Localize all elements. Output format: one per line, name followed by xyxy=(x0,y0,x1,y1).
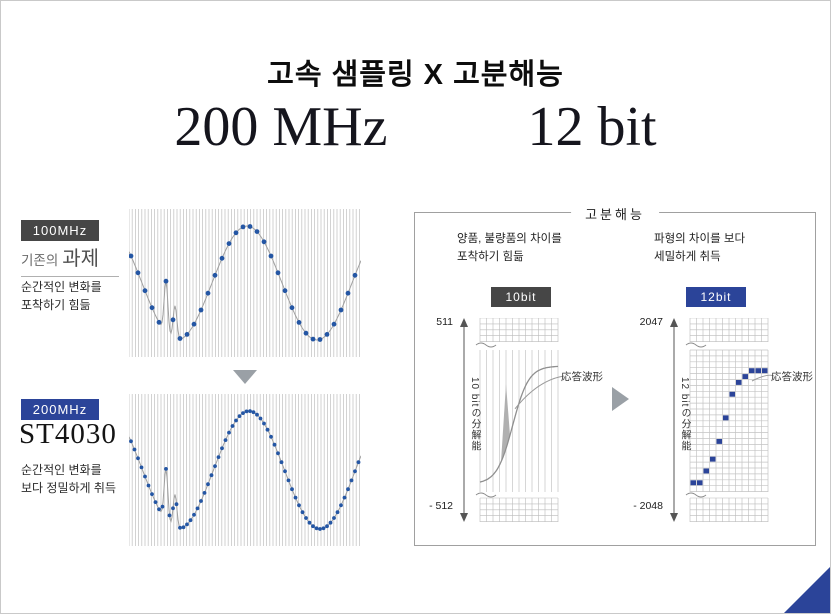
badge-200mhz: 200MHz xyxy=(21,399,99,420)
resolution-chart-10bit xyxy=(460,318,565,522)
res-right-min: - 2048 xyxy=(633,500,663,512)
resolution-chart-12bit xyxy=(670,318,775,522)
badge-100mhz: 100MHz xyxy=(21,220,99,241)
res-left-axis-label: 10 bitの分解能 xyxy=(469,376,480,452)
res-left-max: 511 xyxy=(436,316,453,328)
res-left-wave-label: 応答波形 xyxy=(561,371,603,383)
desc-line: 순간적인 변화를 xyxy=(21,463,102,477)
res-right-wave-label: 応答波形 xyxy=(771,371,813,383)
model-name: ST4030 xyxy=(19,418,117,450)
before-heading-large: 과제 xyxy=(62,248,100,270)
desc-line: 파형의 차이를 보다 xyxy=(654,233,746,245)
desc-line: 포착하기 힘듦 xyxy=(21,298,91,312)
desc-line: 보다 정밀하게 취득 xyxy=(21,481,116,495)
res-right-desc: 파형의 차이를 보다 세밀하게 취득 xyxy=(654,230,745,267)
before-heading: 기존의 과제 xyxy=(21,242,119,277)
desc-line: 양품, 불량품의 차이를 xyxy=(457,233,562,245)
after-desc: 순간적인 변화를 보다 정밀하게 취득 xyxy=(21,461,116,497)
before-desc: 순간적인 변화를 포착하기 힘듦 xyxy=(21,278,102,314)
badge-12bit: 12bit xyxy=(686,287,746,307)
arrow-down-icon xyxy=(233,370,257,384)
page-title: 고속 샘플링 X 고분해능 xyxy=(267,59,564,91)
before-heading-small: 기존의 xyxy=(21,253,59,268)
res-left-desc: 양품, 불량품의 차이를 포착하기 힘듦 xyxy=(457,230,562,267)
badge-10bit: 10bit xyxy=(491,287,551,307)
spec-row: 200 MHz 12 bit xyxy=(1,95,830,159)
desc-line: 세밀하게 취득 xyxy=(654,251,721,264)
desc-line: 포착하기 힘듦 xyxy=(457,251,524,264)
res-right-axis-label: 12 bitの分解能 xyxy=(679,376,690,452)
corner-accent-icon xyxy=(784,567,830,613)
res-right-max: 2047 xyxy=(639,316,663,328)
res-left-min: - 512 xyxy=(429,500,453,512)
resolution-legend: 고분해능 xyxy=(571,204,659,223)
desc-line: 순간적인 변화를 xyxy=(21,280,102,294)
spec-bandwidth: 200 MHz xyxy=(174,96,388,158)
arrow-right-icon xyxy=(612,387,629,411)
spec-resolution: 12 bit xyxy=(527,96,657,158)
sampling-chart-100mhz xyxy=(129,209,361,357)
sampling-chart-200mhz xyxy=(129,394,361,546)
resolution-box: 고분해능 양품, 불량품의 차이를 포착하기 힘듦 파형의 차이를 보다 세밀하… xyxy=(414,204,816,546)
